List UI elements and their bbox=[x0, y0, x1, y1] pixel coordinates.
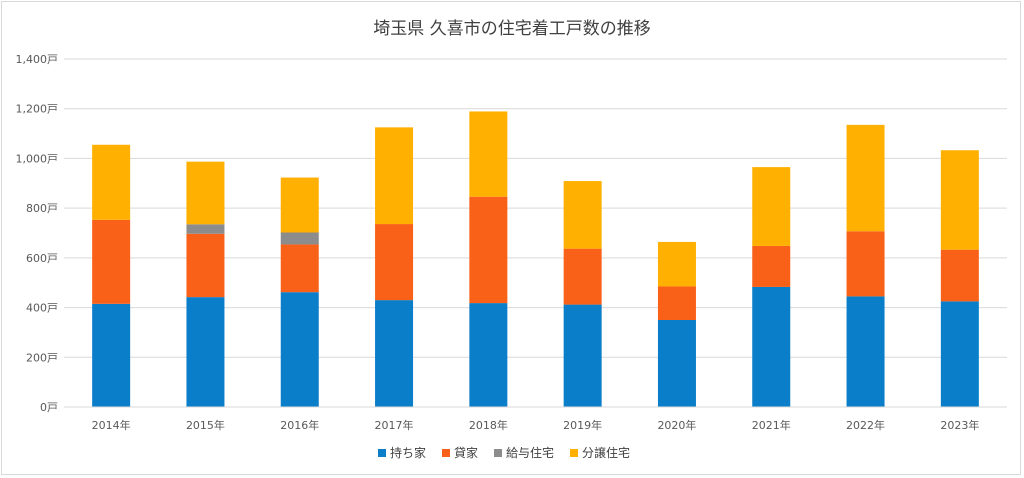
x-tick-label: 2017年 bbox=[375, 418, 414, 432]
bar-segment-持ち家 bbox=[469, 303, 508, 407]
legend-swatch bbox=[570, 449, 578, 457]
y-tick-label: 1,200戸 bbox=[16, 103, 59, 116]
bar-segment-分譲住宅 bbox=[186, 161, 225, 225]
legend-swatch bbox=[442, 449, 450, 457]
bar-segment-貸家 bbox=[92, 219, 131, 304]
bar-segment-分譲住宅 bbox=[846, 124, 885, 232]
bar-segment-持ち家 bbox=[846, 296, 885, 407]
bar-segment-持ち家 bbox=[563, 304, 602, 407]
bar-segment-貸家 bbox=[375, 224, 414, 301]
x-tick-label: 2015年 bbox=[186, 418, 225, 432]
chart-title: 埼玉県 久喜市の住宅着工戸数の推移 bbox=[373, 19, 650, 39]
x-tick-label: 2022年 bbox=[846, 418, 885, 432]
legend-label: 貸家 bbox=[454, 445, 478, 460]
y-tick-label: 1,000戸 bbox=[16, 152, 59, 165]
y-axis-tick-labels: 0戸 200戸 400戸 600戸 800戸 1,000戸 1,200戸 1,400戸 bbox=[16, 53, 59, 414]
legend-label: 持ち家 bbox=[390, 445, 426, 460]
y-tick-label: 0戸 bbox=[40, 401, 58, 414]
bar-segment-給与住宅 bbox=[186, 224, 225, 234]
bar-segment-分譲住宅 bbox=[469, 111, 508, 197]
x-tick-label: 2021年 bbox=[752, 418, 791, 432]
bar-segment-貸家 bbox=[940, 249, 979, 302]
bar-segment-貸家 bbox=[752, 245, 791, 287]
bar-segment-貸家 bbox=[846, 231, 885, 297]
bar-segment-持ち家 bbox=[752, 286, 791, 407]
y-tick-label: 1,400戸 bbox=[16, 53, 59, 66]
legend-swatch bbox=[494, 449, 502, 457]
x-tick-label: 2020年 bbox=[657, 418, 696, 432]
bar-segment-持ち家 bbox=[186, 297, 225, 407]
x-tick-label: 2023年 bbox=[940, 418, 979, 432]
y-tick-label: 600戸 bbox=[26, 252, 58, 265]
legend-label: 給与住宅 bbox=[506, 445, 554, 460]
legend-label: 分譲住宅 bbox=[582, 445, 630, 460]
bar-segment-給与住宅 bbox=[280, 232, 319, 245]
y-tick-label: 200戸 bbox=[26, 351, 58, 364]
bar-segment-貸家 bbox=[657, 286, 696, 320]
x-tick-label: 2016年 bbox=[280, 418, 319, 432]
bar-segment-分譲住宅 bbox=[657, 241, 696, 287]
bars bbox=[92, 111, 979, 407]
bar-segment-分譲住宅 bbox=[940, 150, 979, 250]
bar-segment-分譲住宅 bbox=[280, 177, 319, 233]
bar-segment-分譲住宅 bbox=[752, 167, 791, 246]
bar-segment-貸家 bbox=[186, 233, 225, 298]
x-tick-label: 2014年 bbox=[92, 418, 131, 432]
bar-segment-貸家 bbox=[563, 248, 602, 305]
x-axis-tick-labels: 2014年 2015年 2016年 2017年 2018年 2019年 2020年 2021年… bbox=[92, 418, 980, 432]
legend-swatch bbox=[378, 449, 386, 457]
bar-segment-貸家 bbox=[469, 196, 508, 304]
y-tick-label: 400戸 bbox=[26, 302, 58, 315]
bar-segment-分譲住宅 bbox=[375, 127, 414, 225]
bar-segment-分譲住宅 bbox=[92, 144, 131, 220]
bar-segment-分譲住宅 bbox=[563, 181, 602, 249]
bar-segment-持ち家 bbox=[92, 303, 131, 407]
legend: 持ち家 貸家 給与住宅 分譲住宅 bbox=[378, 445, 630, 460]
bar-segment-持ち家 bbox=[940, 301, 979, 407]
x-tick-label: 2018年 bbox=[469, 418, 508, 432]
bar-segment-持ち家 bbox=[280, 292, 319, 407]
bar-segment-貸家 bbox=[280, 244, 319, 293]
bar-segment-持ち家 bbox=[375, 300, 414, 407]
x-tick-label: 2019年 bbox=[563, 418, 602, 432]
y-tick-label: 800戸 bbox=[26, 202, 58, 215]
bar-segment-持ち家 bbox=[657, 320, 696, 407]
